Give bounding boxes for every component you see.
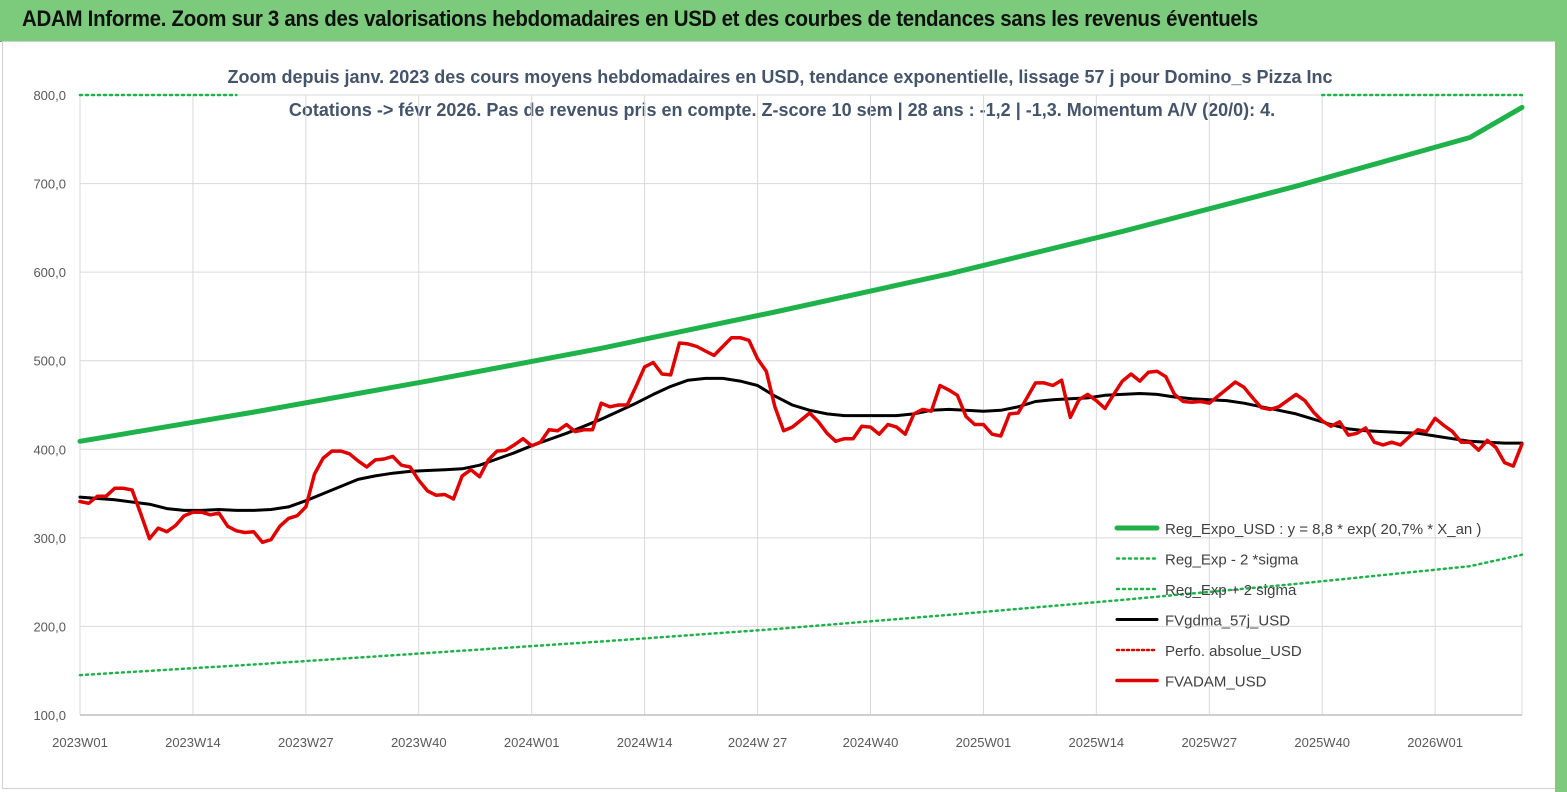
x-tick-label: 2024W01 — [504, 735, 560, 750]
y-tick-label: 500,0 — [33, 354, 66, 369]
y-tick-label: 700,0 — [33, 177, 66, 192]
x-tick-label: 2023W27 — [278, 735, 334, 750]
y-tick-label: 600,0 — [33, 265, 66, 280]
y-tick-label: 300,0 — [33, 531, 66, 546]
x-tick-label: 2025W27 — [1181, 735, 1237, 750]
title-banner: ADAM Informe. Zoom sur 3 ans des valoris… — [0, 0, 1567, 42]
x-tick-label: 2023W40 — [391, 735, 447, 750]
y-tick-label: 800,0 — [33, 88, 66, 103]
right-accent-bar — [1555, 41, 1567, 792]
chart-subtitle: Cotations -> févr 2026. Pas de revenus p… — [289, 100, 1275, 120]
series-reg-minus-2sigma — [78, 553, 1524, 677]
axis-layer: 100,0 200,0 300,0 400,0 500,0 600,0 700,0 800,0… — [33, 88, 1522, 750]
series-fvgdma — [78, 376, 1524, 512]
x-tick-label: 2023W14 — [165, 735, 221, 750]
legend-label: Reg_Expo_USD : y = 8,8 * exp( 20,7% * X_… — [1165, 521, 1481, 538]
series-layer — [77, 93, 1525, 677]
legend: Reg_Expo_USD : y = 8,8 * exp( 20,7% * X_… — [1114, 521, 1481, 691]
legend-label: FVgdma_57j_USD — [1165, 613, 1290, 630]
x-tick-label: 2024W 27 — [728, 735, 787, 750]
series-fvadam — [78, 335, 1524, 545]
series-reg-expo — [77, 104, 1525, 444]
y-tick-label: 100,0 — [33, 708, 66, 723]
x-tick-label: 2025W14 — [1069, 735, 1125, 750]
x-tick-label: 2025W01 — [956, 735, 1012, 750]
report-title: ADAM Informe. Zoom sur 3 ans des valoris… — [22, 6, 1259, 31]
x-tick-label: 2025W40 — [1294, 735, 1350, 750]
y-tick-label: 200,0 — [33, 619, 66, 634]
legend-label: FVADAM_USD — [1165, 674, 1267, 691]
legend-label: Perfo. absolue_USD — [1165, 643, 1302, 660]
legend-label: Reg_Exp - 2 *sigma — [1165, 552, 1299, 569]
x-tick-label: 2024W14 — [617, 735, 673, 750]
x-tick-label: 2026W01 — [1407, 735, 1463, 750]
y-tick-label: 400,0 — [33, 442, 66, 457]
chart-title: Zoom depuis janv. 2023 des cours moyens … — [228, 67, 1333, 87]
legend-label: Reg_Exp + 2 sigma — [1165, 582, 1297, 599]
x-tick-label: 2024W40 — [843, 735, 899, 750]
x-tick-label: 2023W01 — [52, 735, 108, 750]
